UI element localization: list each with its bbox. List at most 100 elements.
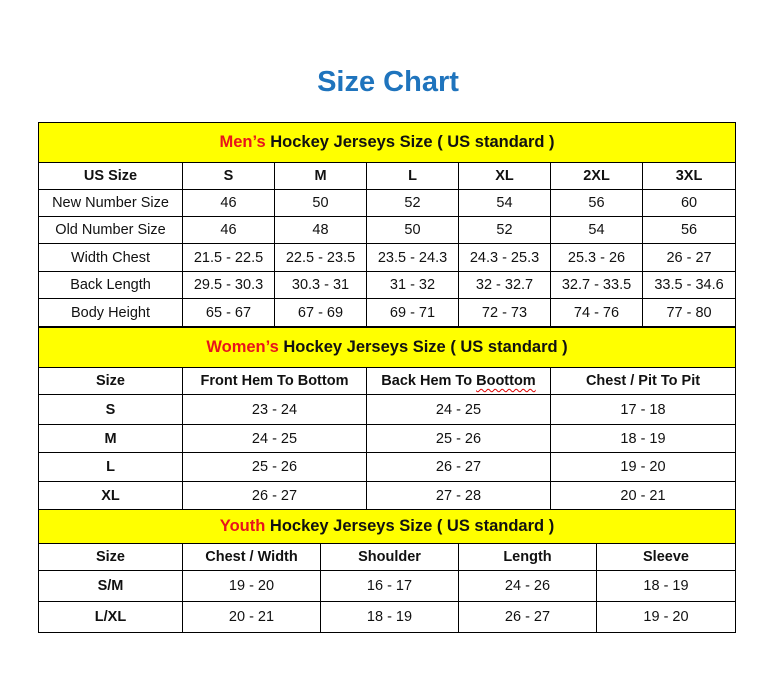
value-cell: 17 - 18	[549, 394, 737, 425]
column-header-label: Front Hem To Bottom	[200, 373, 349, 389]
value-cell: 26 - 27	[366, 452, 551, 482]
row-label-cell: Body Height	[38, 298, 183, 327]
header-row: Size Front Hem To Bottom Back Hem To Boott…	[38, 367, 737, 395]
page-title: Size Chart	[317, 66, 459, 98]
value-cell: 26 - 27	[182, 481, 367, 510]
value-cell: 52	[366, 189, 459, 217]
table-row: Old Number Size 46 48 50 52 54 56	[38, 216, 737, 244]
value-cell: 77 - 80	[641, 298, 737, 327]
section-accent-label: Women’s	[206, 338, 279, 356]
row-label-cell: XL	[38, 481, 183, 510]
column-header: US Size	[38, 162, 183, 190]
value-cell: 18 - 19	[549, 424, 737, 453]
value-cell: 23.5 - 24.3	[366, 243, 459, 272]
value-cell: 24 - 25	[182, 424, 367, 453]
column-header: M	[274, 162, 367, 190]
value-cell: 24.3 - 25.3	[458, 243, 551, 272]
row-label-cell: Width Chest	[38, 243, 183, 272]
womens-section-header: Women’s Hockey Jerseys Size ( US standar…	[37, 327, 737, 368]
value-cell: 18 - 19	[320, 601, 459, 633]
value-cell: 24 - 25	[366, 394, 551, 425]
value-cell: 21.5 - 22.5	[182, 243, 275, 272]
column-header-label: Length	[503, 549, 552, 565]
value-cell: 32.7 - 33.5	[550, 271, 643, 299]
table-row: M 24 - 25 25 - 26 18 - 19	[38, 424, 737, 453]
column-header: Back Hem To Boottom	[366, 367, 551, 395]
row-label-cell: Back Length	[38, 271, 183, 299]
column-header-label: Sleeve	[643, 549, 689, 565]
table-row: New Number Size 46 50 52 54 56 60	[38, 189, 737, 217]
section-accent-label: Youth	[219, 517, 266, 535]
value-cell: 26 - 27	[641, 243, 737, 272]
row-label-cell: New Number Size	[38, 189, 183, 217]
column-header-label: 3XL	[675, 168, 703, 184]
value-cell: 19 - 20	[595, 601, 737, 633]
value-cell: 56	[641, 216, 737, 244]
value-cell: 25.3 - 26	[550, 243, 643, 272]
value-cell: 48	[274, 216, 367, 244]
value-cell: 60	[641, 189, 737, 217]
value-cell: 29.5 - 30.3	[182, 271, 275, 299]
value-cell: 46	[182, 216, 275, 244]
value-cell: 20 - 21	[182, 601, 321, 633]
column-header-label: XL	[495, 168, 514, 184]
column-header-label: 2XL	[583, 168, 610, 184]
table-row: S/M 19 - 20 16 - 17 24 - 26 18 - 19	[38, 570, 737, 602]
header-row: Size Chest / Width Shoulder Length Sleeve	[38, 543, 737, 571]
value-cell: 67 - 69	[274, 298, 367, 327]
column-header: XL	[458, 162, 551, 190]
value-cell: 54	[550, 216, 643, 244]
row-label-cell: L	[38, 452, 183, 482]
section-heading-label: Hockey Jerseys Size ( US standard )	[265, 133, 555, 151]
value-cell: 19 - 20	[182, 570, 321, 602]
value-cell: 23 - 24	[182, 394, 367, 425]
header-row: US Size S M L XL 2XL 3XL	[38, 162, 737, 190]
column-header-label: S	[223, 168, 234, 184]
table-row: Width Chest 21.5 - 22.5 22.5 - 23.5 23.5 - …	[38, 243, 737, 272]
value-cell: 56	[550, 189, 643, 217]
value-cell: 25 - 26	[182, 452, 367, 482]
spellcheck-underline: Boottom	[476, 373, 536, 389]
value-cell: 20 - 21	[549, 481, 737, 510]
value-cell: 19 - 20	[549, 452, 737, 482]
value-cell: 69 - 71	[366, 298, 459, 327]
row-label-cell: L/XL	[38, 601, 183, 633]
column-header: Front Hem To Bottom	[182, 367, 367, 395]
value-cell: 26 - 27	[458, 601, 597, 633]
table-row: L/XL 20 - 21 18 - 19 26 - 27 19 - 20	[38, 601, 737, 633]
value-cell: 18 - 19	[595, 570, 737, 602]
column-header: Size	[38, 543, 183, 571]
value-cell: 24 - 26	[458, 570, 597, 602]
column-header: Chest / Width	[182, 543, 321, 571]
youth-section-header: Youth Hockey Jerseys Size ( US standard …	[37, 509, 737, 544]
value-cell: 25 - 26	[366, 424, 551, 453]
table-row: L 25 - 26 26 - 27 19 - 20	[38, 452, 737, 482]
value-cell: 74 - 76	[550, 298, 643, 327]
row-label-cell: S	[38, 394, 183, 425]
table-row: S 23 - 24 24 - 25 17 - 18	[38, 394, 737, 425]
column-header-label: Chest / Width	[205, 549, 298, 565]
table-row: Body Height 65 - 67 67 - 69 69 - 71 72 - 73 7…	[38, 298, 737, 327]
column-header-label: Chest / Pit To Pit	[585, 373, 701, 389]
value-cell: 33.5 - 34.6	[641, 271, 737, 299]
row-label-cell: Old Number Size	[38, 216, 183, 244]
mens-size-table: Men’s Hockey Jerseys Size ( US standard …	[37, 122, 737, 327]
column-header-label: L	[408, 168, 417, 184]
column-header-label: Shoulder	[358, 549, 421, 565]
section-heading-label: Hockey Jerseys Size ( US standard )	[265, 517, 555, 535]
column-header: Sleeve	[595, 543, 737, 571]
row-label-cell: S/M	[38, 570, 183, 602]
value-cell: 54	[458, 189, 551, 217]
column-header: L	[366, 162, 459, 190]
value-cell: 72 - 73	[458, 298, 551, 327]
column-header-label: US Size	[83, 168, 138, 184]
value-cell: 27 - 28	[366, 481, 551, 510]
section-title: Men’s Hockey Jerseys Size ( US standard …	[37, 122, 737, 163]
column-header: 3XL	[641, 162, 737, 190]
value-cell: 46	[182, 189, 275, 217]
value-cell: 32 - 32.7	[458, 271, 551, 299]
column-header: Shoulder	[320, 543, 459, 571]
value-cell: 30.3 - 31	[274, 271, 367, 299]
table-row: XL 26 - 27 27 - 28 20 - 21	[38, 481, 737, 510]
value-cell: 50	[366, 216, 459, 244]
